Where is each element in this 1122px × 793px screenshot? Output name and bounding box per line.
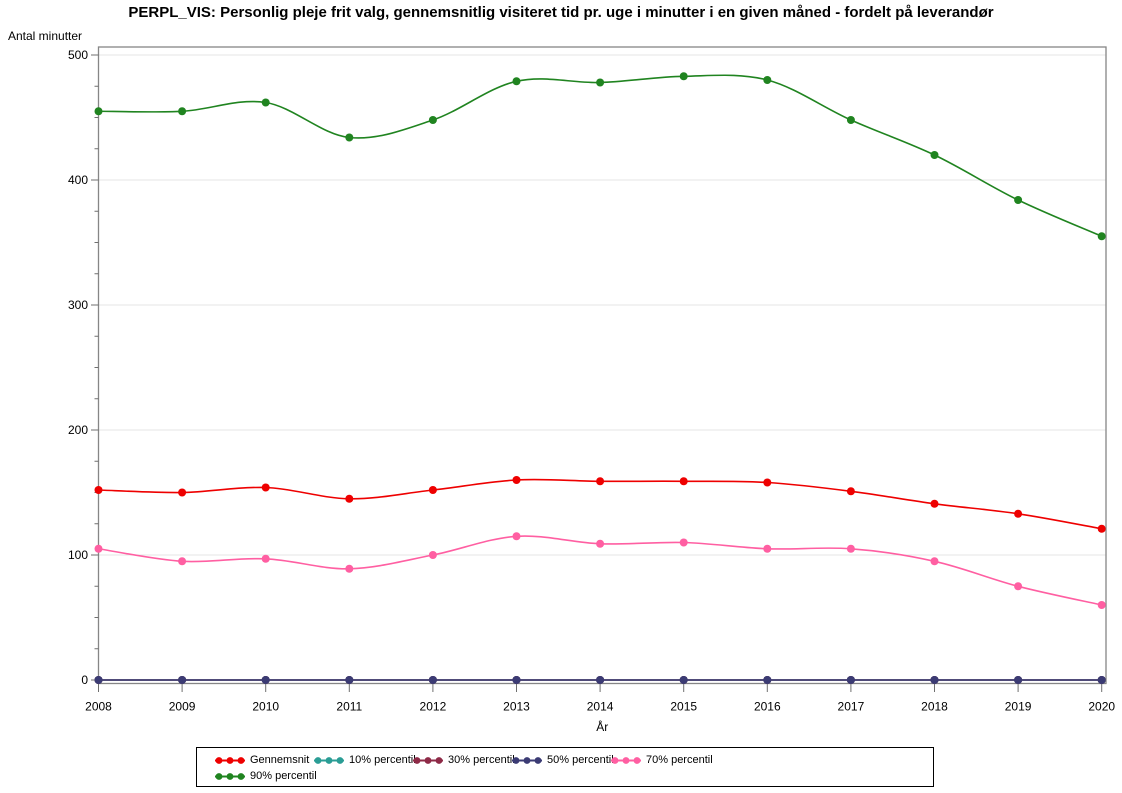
- x-tick-label: 2018: [921, 700, 948, 714]
- x-tick-label: 2012: [420, 700, 447, 714]
- y-tick-label: 100: [68, 548, 88, 562]
- data-point-icon: [428, 486, 437, 494]
- x-tick-label: 2015: [670, 700, 697, 714]
- data-point-icon: [512, 77, 521, 86]
- data-point-icon: [846, 676, 855, 684]
- data-point-icon: [345, 133, 354, 142]
- legend-entry: 70% percentil: [611, 754, 713, 766]
- x-tick-label: 2016: [754, 700, 781, 714]
- data-point-icon: [596, 477, 605, 486]
- x-tick-label: 2013: [503, 700, 530, 714]
- legend-entry: 10% percentil: [314, 754, 416, 766]
- legend-marker-icon: [215, 772, 245, 780]
- data-point-icon: [428, 551, 437, 559]
- data-point-icon: [1097, 676, 1106, 684]
- data-point-icon: [512, 476, 521, 484]
- data-point-icon: [763, 478, 772, 487]
- data-point-icon: [679, 477, 688, 486]
- data-point-icon: [178, 107, 187, 116]
- legend-row: Gennemsnit 10% percentil 30% percentil 50% …: [215, 752, 933, 768]
- legend-entry: 90% percentil: [215, 770, 317, 782]
- y-tick-label: 200: [68, 423, 88, 437]
- data-point-icon: [94, 544, 103, 553]
- x-axis-title: År: [596, 719, 608, 734]
- data-point-icon: [94, 107, 103, 116]
- legend-marker-icon: [611, 756, 641, 764]
- data-point-icon: [846, 116, 855, 124]
- legend-marker-icon: [314, 756, 344, 764]
- legend-label: 50% percentil: [547, 754, 614, 766]
- data-point-icon: [596, 78, 605, 87]
- data-point-icon: [1097, 232, 1106, 241]
- x-tick-label: 2019: [1005, 700, 1032, 714]
- legend-entry: 50% percentil: [512, 754, 614, 766]
- data-point-icon: [178, 488, 187, 497]
- x-tick-label: 2008: [85, 700, 112, 714]
- y-tick-label: 0: [81, 673, 88, 687]
- data-point-icon: [1014, 676, 1023, 684]
- series-line-90-percentil: [98, 74, 1103, 238]
- data-point-icon: [1097, 601, 1106, 609]
- line-chart-plot: 0 100 200 300 400 500 2008 2009 2010 2011 2012 2013…: [8, 29, 1115, 734]
- legend-label: 90% percentil: [250, 770, 317, 782]
- data-point-icon: [930, 676, 939, 684]
- x-tick-label: 2010: [252, 700, 279, 714]
- data-point-icon: [261, 554, 270, 563]
- y-tick-label: 400: [68, 173, 88, 187]
- legend-marker-icon: [512, 756, 542, 764]
- data-point-icon: [679, 676, 688, 684]
- data-point-icon: [1014, 582, 1023, 591]
- legend-label: 30% percentil: [448, 754, 515, 766]
- data-point-icon: [178, 676, 187, 684]
- data-point-icon: [94, 486, 103, 494]
- legend-label: 10% percentil: [349, 754, 416, 766]
- plot-frame: [97, 46, 1107, 685]
- data-point-icon: [345, 494, 354, 503]
- data-point-icon: [679, 538, 688, 547]
- legend-label: Gennemsnit: [250, 754, 310, 766]
- data-point-icon: [679, 72, 688, 81]
- data-point-icon: [428, 116, 437, 124]
- legend-label: 70% percentil: [646, 754, 713, 766]
- data-point-icon: [596, 539, 605, 548]
- legend-entry: Gennemsnit: [215, 754, 314, 766]
- data-point-icon: [1014, 196, 1023, 204]
- data-point-icon: [846, 544, 855, 553]
- data-point-icon: [1014, 509, 1023, 518]
- data-point-icon: [178, 557, 187, 566]
- x-tick-label: 2014: [587, 700, 614, 714]
- data-point-icon: [345, 676, 354, 684]
- data-point-icon: [512, 532, 521, 541]
- legend-marker-icon: [215, 756, 245, 764]
- data-point-icon: [1097, 524, 1106, 533]
- data-point-icon: [846, 487, 855, 496]
- x-tick-label: 2017: [838, 700, 865, 714]
- data-point-icon: [930, 499, 939, 508]
- data-point-icon: [930, 151, 939, 159]
- legend-entry: 30% percentil: [413, 754, 515, 766]
- chart-legend: Gennemsnit 10% percentil 30% percentil 50% …: [196, 747, 934, 787]
- data-point-icon: [261, 98, 270, 107]
- data-point-icon: [94, 676, 103, 684]
- data-point-icon: [763, 676, 772, 684]
- data-point-icon: [261, 676, 270, 684]
- x-tick-label: 2020: [1088, 700, 1115, 714]
- data-point-icon: [261, 483, 270, 492]
- data-point-icon: [763, 544, 772, 553]
- y-axis-title: Antal minutter: [8, 29, 82, 43]
- data-point-icon: [345, 564, 354, 573]
- data-point-icon: [930, 557, 939, 566]
- series-line-gennemsnit: [98, 478, 1102, 530]
- data-point-icon: [512, 676, 521, 684]
- data-point-icon: [763, 76, 772, 84]
- legend-row: 90% percentil: [215, 768, 933, 784]
- x-tick-label: 2011: [336, 700, 362, 714]
- chart-title: PERPL_VIS: Personlig pleje frit valg, ge…: [128, 4, 994, 21]
- data-point-icon: [428, 676, 437, 684]
- y-tick-label: 300: [68, 298, 88, 312]
- x-tick-label: 2009: [169, 700, 196, 714]
- y-tick-label: 500: [68, 48, 88, 62]
- legend-marker-icon: [413, 756, 443, 764]
- data-point-icon: [596, 676, 605, 684]
